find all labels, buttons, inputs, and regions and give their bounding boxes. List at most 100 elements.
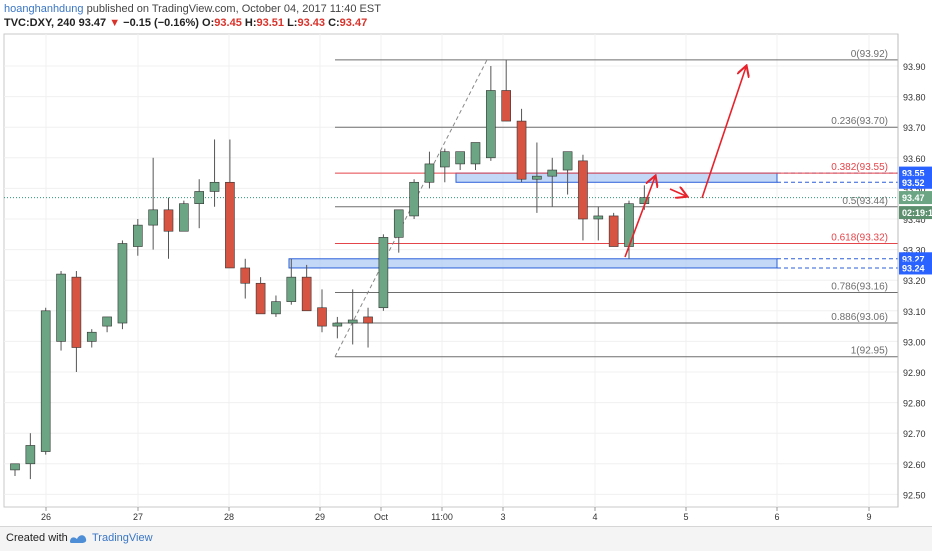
y-tick-label: 92.90: [903, 368, 926, 378]
candle-body: [547, 169, 558, 177]
candle: [240, 258, 251, 299]
plot-area: [3, 33, 899, 508]
high-value: 93.51: [256, 17, 285, 29]
candle: [562, 151, 573, 195]
fib-level-label: 0.786(93.16): [831, 281, 888, 292]
y-tick-label: 93.90: [903, 62, 926, 72]
candle-body: [347, 319, 358, 324]
candle: [179, 200, 189, 232]
candle-body: [40, 310, 51, 452]
candle-body: [255, 282, 266, 315]
x-tick-label: 4: [592, 512, 597, 522]
y-tick-label: 92.60: [903, 460, 926, 470]
price-label-bg: [899, 191, 932, 205]
y-tick-label: 93.60: [903, 154, 926, 164]
fib-level-label: 0(93.92): [851, 49, 888, 60]
candle-body: [578, 160, 588, 220]
candle-body: [117, 243, 128, 324]
x-tick-label: 3: [500, 512, 505, 522]
candle-body: [455, 151, 465, 165]
candle: [148, 157, 158, 250]
price-label-text: 93.47: [902, 193, 925, 203]
candle-body: [608, 215, 619, 247]
candle: [578, 154, 588, 241]
high-label: H:: [244, 17, 257, 29]
close-value: 93.47: [339, 17, 368, 29]
x-tick-label: 26: [41, 512, 51, 522]
candle: [209, 139, 220, 207]
candle-body: [194, 191, 204, 205]
candle-body: [562, 151, 573, 171]
candle-body: [486, 90, 496, 159]
price-label-text: 02:19:1: [902, 208, 932, 218]
fib-level-label: 0.5(93.44): [842, 196, 888, 207]
x-tick-label: 5: [683, 512, 688, 522]
projection-arrow: [701, 67, 746, 199]
symbol-name[interactable]: TVC:DXY, 240: [4, 17, 76, 29]
candle-body: [25, 445, 36, 465]
candle-body: [225, 181, 235, 269]
x-tick-label: 9: [866, 512, 871, 522]
candle-body: [332, 322, 343, 327]
price-chart[interactable]: 0(93.92) 0.236(93.70) 0.382(93.55) 0.5(93.4…: [0, 0, 932, 526]
open-label: O:: [202, 17, 215, 29]
price-label-text: 93.24: [902, 263, 925, 273]
price-label-bg: [899, 175, 932, 189]
fib-level-label: 0.618(93.32): [831, 232, 888, 243]
y-tick-label: 92.50: [903, 490, 926, 500]
close-label: C:: [328, 17, 340, 29]
tradingview-brand-link[interactable]: TradingView: [92, 532, 153, 544]
created-with-text: Created with: [6, 532, 68, 544]
candle: [71, 271, 82, 372]
candle: [439, 148, 450, 183]
y-tick-label: 93.40: [903, 215, 926, 225]
price-label-text: 93.27: [902, 254, 925, 264]
candle-body: [286, 276, 297, 302]
candle-body: [301, 276, 312, 312]
candle: [163, 197, 174, 259]
fib-level-label: 0.382(93.55): [831, 162, 888, 173]
candle-body: [209, 181, 220, 192]
candle: [286, 258, 297, 305]
candle: [332, 316, 343, 339]
candle: [133, 219, 143, 256]
author-link[interactable]: hoanghanhdung: [4, 3, 84, 15]
candlestick-series: [10, 59, 650, 480]
open-value: 93.45: [214, 17, 242, 29]
last-price: 93.47: [78, 17, 107, 29]
fib-level-label: 0.886(93.06): [831, 312, 888, 323]
candle: [40, 307, 51, 455]
candle-body: [10, 463, 20, 471]
candle: [532, 142, 542, 213]
x-tick-label: 11:00: [431, 512, 453, 522]
candle-body: [56, 273, 66, 342]
candle: [225, 139, 235, 269]
candle: [301, 264, 312, 312]
price-label-text: 93.55: [902, 169, 925, 179]
candle: [501, 59, 512, 122]
candle-body: [102, 316, 112, 327]
candle: [10, 463, 20, 477]
low-label: L:: [287, 17, 298, 29]
candle: [516, 108, 527, 183]
x-tick-label: 6: [774, 512, 779, 522]
x-tick-label: 27: [133, 512, 143, 522]
x-tick-label: Oct: [374, 512, 389, 522]
candle-body: [133, 224, 143, 247]
candle: [378, 234, 389, 311]
fib-level-label: 0.236(93.70): [831, 116, 888, 127]
candle: [271, 295, 281, 317]
candle: [486, 66, 496, 161]
y-tick-label: 92.80: [903, 399, 926, 409]
zone-box: [288, 258, 778, 269]
candle: [363, 307, 373, 348]
candle: [455, 151, 465, 171]
candle-body: [271, 301, 281, 315]
candle-body: [593, 215, 604, 220]
x-tick-label: 28: [224, 512, 234, 522]
fib-level-label: 1(92.95): [851, 346, 888, 357]
candle: [424, 151, 435, 189]
candle: [117, 240, 128, 330]
tradingview-logo-icon[interactable]: [68, 530, 88, 546]
